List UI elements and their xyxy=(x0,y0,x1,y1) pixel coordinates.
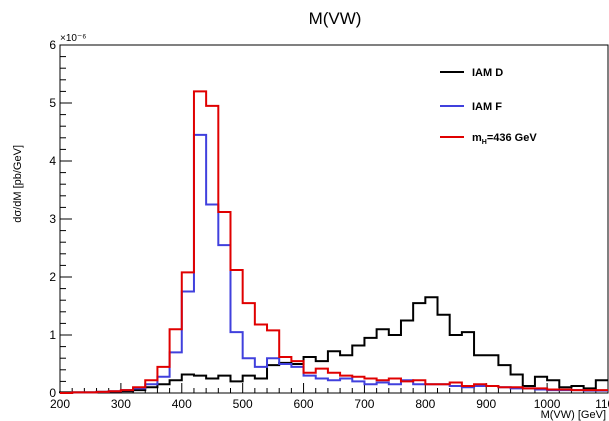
legend: IAM D IAM F mH=436 GeV xyxy=(440,67,537,146)
y-axis-label: dσ/dM [pb/GeV] xyxy=(12,145,24,223)
x-tick-label: 600 xyxy=(294,397,314,411)
y-tick-label: 1 xyxy=(49,328,56,342)
tick-labels: 200 300 400 500 600 700 800 900 1000 1100 0 1 2 3 4 5 6 xyxy=(49,38,609,411)
legend-entry: mH=436 GeV xyxy=(472,132,537,146)
chart-title: M(VW) xyxy=(309,9,362,28)
y-tick-label: 5 xyxy=(49,96,56,110)
series-layer xyxy=(59,90,608,394)
series-line-0 xyxy=(59,296,608,394)
plot-frame xyxy=(59,44,609,394)
x-tick-label: 800 xyxy=(415,397,435,411)
y-tick-label: 4 xyxy=(49,154,56,168)
x-tick-label: 1000 xyxy=(534,397,561,411)
series-line-1 xyxy=(60,133,608,394)
y-tick-label: 3 xyxy=(49,212,56,226)
y-tick-label: 6 xyxy=(49,38,56,52)
x-tick-label: 400 xyxy=(172,397,192,411)
x-tick-label: 200 xyxy=(50,397,70,411)
series-line-2 xyxy=(60,90,608,394)
legend-entry: IAM D xyxy=(472,67,503,79)
axis-ticks xyxy=(59,44,609,394)
y-tick-label: 0 xyxy=(49,386,56,400)
legend-entry: IAM F xyxy=(472,101,502,113)
x-tick-label: 700 xyxy=(354,397,374,411)
x-tick-label: 1100 xyxy=(595,397,609,411)
y-exponent-label: ×10⁻⁶ xyxy=(60,33,86,44)
x-axis-label: M(VW) [GeV] xyxy=(541,409,606,421)
y-tick-label: 2 xyxy=(49,270,56,284)
x-tick-label: 900 xyxy=(476,397,496,411)
x-tick-label: 300 xyxy=(111,397,131,411)
x-tick-label: 500 xyxy=(233,397,253,411)
